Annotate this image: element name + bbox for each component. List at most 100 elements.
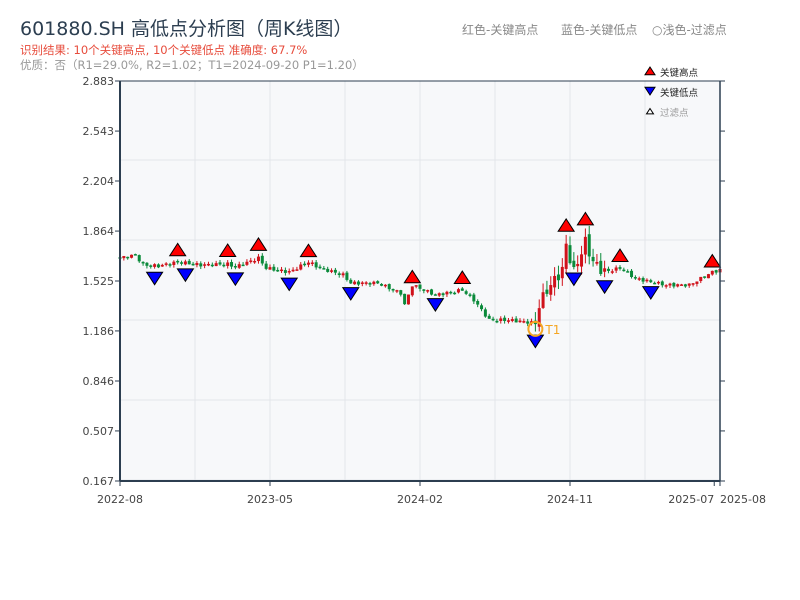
candle (410, 286, 414, 297)
candle (456, 287, 460, 294)
candle-body (645, 279, 649, 282)
candle-body (633, 277, 637, 279)
candle (349, 278, 353, 284)
candle-body (545, 289, 549, 294)
candle-body (141, 261, 145, 264)
candle (591, 248, 595, 267)
candle-body (583, 236, 587, 255)
candle (380, 283, 384, 287)
candle-body (568, 245, 572, 264)
candle-body (126, 256, 130, 259)
candle-body (687, 283, 691, 286)
candle-body (156, 264, 160, 268)
candle-body (230, 262, 234, 267)
candle (691, 283, 695, 287)
candle-body (595, 261, 599, 264)
candle (683, 283, 687, 288)
candle (595, 254, 599, 266)
result-summary: 识别结果: 10个关键高点, 10个关键低点 准确度: 67.7% (20, 43, 308, 57)
candle-body (403, 293, 407, 305)
candle (514, 316, 518, 323)
candle-body (553, 275, 557, 288)
candle (160, 263, 164, 267)
candle (395, 289, 399, 294)
candle (430, 288, 434, 296)
candle (441, 292, 445, 298)
candle (676, 283, 680, 288)
candle-body (364, 282, 368, 284)
candle-body (560, 266, 564, 279)
candle (237, 261, 241, 269)
key-high-marker (403, 269, 422, 284)
legend-label: 关键低点 (660, 87, 699, 99)
candle (630, 269, 634, 279)
candle-body (706, 274, 710, 279)
candle (433, 293, 437, 296)
candle-body (253, 260, 257, 263)
candle (606, 266, 610, 274)
candle-body (456, 289, 460, 293)
hint-red: 红色-关键高点 (462, 23, 539, 37)
candle-body (233, 266, 237, 268)
candle (399, 289, 403, 297)
candle-body (483, 309, 487, 317)
candle (541, 283, 545, 309)
candle-body (349, 279, 353, 284)
candle (130, 254, 134, 259)
legend-item: 关键高点 (644, 66, 699, 79)
candle-body (237, 264, 241, 268)
candle (310, 260, 314, 267)
candle (668, 282, 672, 288)
candle (699, 276, 703, 284)
candle (614, 265, 618, 274)
candle (391, 288, 395, 293)
x-tick-label: 2023-05 (247, 493, 293, 506)
candle (483, 307, 487, 318)
chart-title: 601880.SH 高低点分析图（周K线图） (20, 18, 353, 40)
candle-body (430, 289, 434, 295)
candle (695, 281, 699, 287)
candle-body (276, 269, 280, 272)
candle (314, 260, 318, 270)
candle (337, 271, 341, 278)
candle (376, 280, 380, 284)
candle (206, 261, 210, 267)
candle-body (218, 262, 222, 265)
candle-body (453, 292, 457, 295)
candle (156, 263, 160, 269)
candle-body (145, 262, 149, 266)
candle-body (191, 263, 195, 266)
candle (153, 263, 157, 269)
hint-blue: 蓝色-关键低点 (561, 23, 638, 37)
candle-body (656, 281, 660, 284)
candle (291, 267, 295, 273)
candle (360, 281, 364, 287)
candle (468, 292, 472, 298)
key-high-marker (249, 237, 268, 251)
candle (341, 271, 345, 278)
candle (641, 276, 645, 285)
candle (295, 266, 299, 271)
candle (653, 281, 657, 285)
x-tick-label: 2024-02 (397, 493, 443, 506)
candle-body (472, 294, 476, 302)
candle (499, 316, 503, 324)
candle-body (422, 289, 426, 291)
candle (487, 313, 491, 319)
candle (303, 261, 307, 267)
legend-label: 关键高点 (660, 67, 699, 79)
candle (353, 280, 357, 285)
candle (276, 267, 280, 272)
candle-body (187, 260, 191, 265)
candle-body (260, 255, 264, 264)
candle-body (153, 264, 157, 267)
candle-body (172, 261, 176, 265)
candle (149, 264, 153, 269)
key-low-marker (226, 272, 245, 287)
candle (472, 292, 476, 305)
candle-body (437, 293, 441, 296)
candle-body (480, 305, 484, 310)
legend-item: 关键低点 (644, 86, 699, 99)
candle (503, 315, 507, 324)
candle-body (180, 262, 184, 264)
